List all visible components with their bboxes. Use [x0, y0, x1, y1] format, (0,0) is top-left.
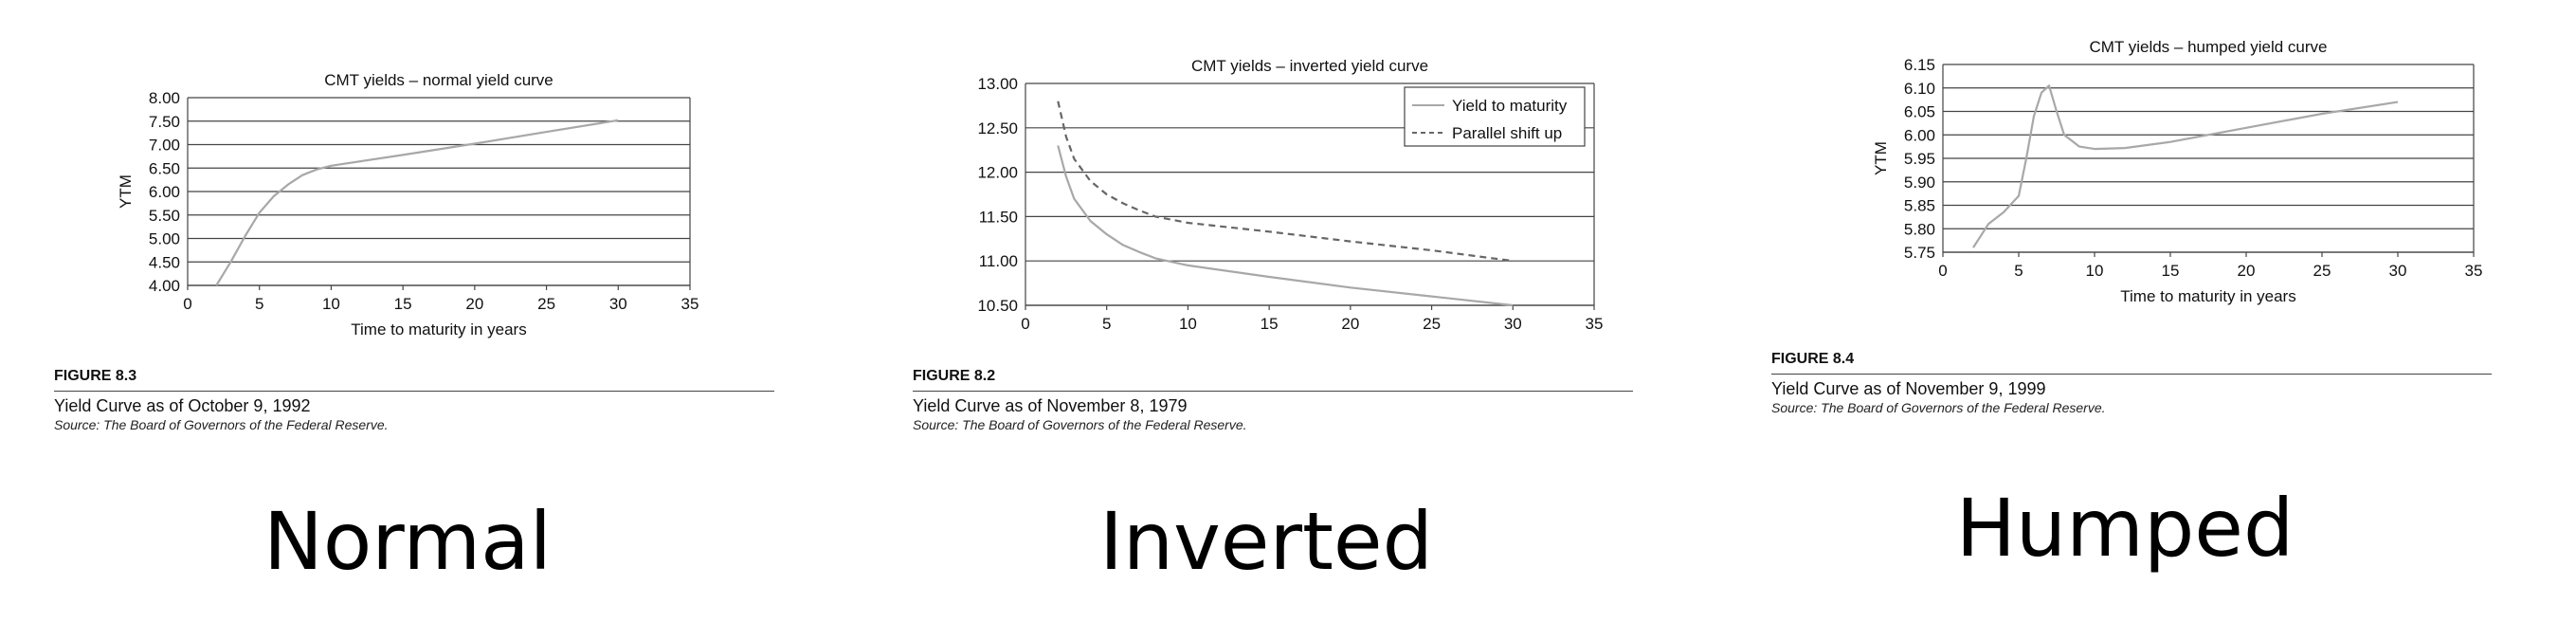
x-tick-label: 25 — [2313, 262, 2331, 280]
caption-rule — [913, 391, 1633, 392]
humped-yield-chart: 6.15 6.10 6.05 6.00 5.95 5.90 5.85 5.80 5.750 5 10… — [1872, 38, 2483, 305]
x-tick-label: 25 — [537, 295, 555, 313]
figure-source: Source: The Board of Governors of the Fe… — [54, 417, 389, 432]
x-tick-label: 30 — [1504, 315, 1522, 333]
chart-panel-humped: 6.15 6.10 6.05 6.00 5.95 5.90 5.85 5.80 5.75 0 5 10… — [1717, 0, 2576, 622]
y-tick-label: 12.00 — [977, 164, 1018, 182]
x-tick-label: 15 — [394, 295, 412, 313]
y-tick-label: 11.00 — [979, 252, 1018, 270]
legend-box — [1404, 86, 1586, 147]
y-tick-label: 5.00 — [149, 230, 180, 248]
x-tick-label: 35 — [681, 295, 699, 313]
y-tick-label: 12.50 — [977, 119, 1018, 137]
y-tick-label: 8.00 — [149, 89, 180, 107]
x-tick-label: 5 — [2014, 262, 2023, 280]
chart-panel-normal: 8.00 7.50 7.00 6.50 6.00 5.50 5.00 4.50 4.00 0 5 10… — [0, 0, 859, 622]
x-tick-label: 20 — [1341, 315, 1359, 333]
y-axis-label: YTM — [117, 174, 135, 209]
curve-type-label: Inverted — [1099, 495, 1433, 588]
x-tick-label: 0 — [1938, 262, 1947, 280]
y-tick-label: 5.75 — [1904, 244, 1935, 262]
legend-label: Yield to maturity — [1452, 97, 1568, 115]
chart-title: CMT yields – normal yield curve — [324, 71, 553, 89]
series-line — [1972, 84, 2399, 248]
x-tick-label: 10 — [2086, 262, 2104, 280]
y-tick-label: 11.50 — [979, 208, 1018, 226]
x-tick-label: 20 — [465, 295, 483, 313]
series-line — [1057, 101, 1514, 263]
chart-panel-inverted: 13.00 12.50 12.00 11.50 11.00 10.50 0 5 10 15 20 25… — [859, 0, 1717, 622]
inverted-yield-chart: 13.00 12.50 12.00 11.50 11.00 10.500 5 10 15 20 25… — [977, 57, 1604, 333]
chart-title: CMT yields – humped yield curve — [2089, 38, 2327, 56]
y-tick-label: 4.00 — [149, 277, 180, 295]
x-tick-label: 10 — [322, 295, 340, 313]
x-tick-label: 30 — [609, 295, 627, 313]
y-tick-label: 6.05 — [1904, 103, 1935, 121]
y-tick-label: 13.00 — [977, 75, 1018, 93]
y-tick-label: 5.90 — [1904, 174, 1935, 192]
x-tick-label: 20 — [2238, 262, 2256, 280]
figure-source: Source: The Board of Governors of the Fe… — [913, 417, 1247, 432]
figure-caption: Yield Curve as of November 8, 1979 — [913, 396, 1188, 415]
y-tick-label: 4.50 — [149, 253, 180, 271]
figure-source: Source: The Board of Governors of the Fe… — [1771, 400, 2106, 415]
figure-caption: Yield Curve as of November 9, 1999 — [1771, 379, 2046, 398]
figure-label: FIGURE 8.3 — [54, 368, 137, 384]
legend-label: Parallel shift up — [1452, 124, 1562, 142]
y-tick-label: 5.95 — [1904, 150, 1935, 168]
y-axis-label: YTM — [1872, 141, 1890, 175]
x-tick-label: 0 — [183, 295, 191, 313]
figure-label: FIGURE 8.4 — [1771, 351, 1855, 367]
y-tick-label: 10.50 — [977, 297, 1018, 315]
x-tick-label: 5 — [1102, 315, 1111, 333]
y-tick-label: 6.50 — [149, 159, 180, 177]
x-tick-label: 5 — [255, 295, 263, 313]
caption-rule — [54, 391, 774, 392]
curve-type-label: Humped — [1955, 482, 2295, 575]
x-tick-label: 0 — [1021, 315, 1029, 333]
x-axis-label: Time to maturity in years — [351, 320, 526, 338]
y-tick-label: 5.50 — [149, 207, 180, 225]
series-line — [1057, 145, 1514, 307]
x-tick-label: 15 — [2162, 262, 2180, 280]
y-tick-label: 6.00 — [1904, 126, 1935, 144]
y-tick-label: 6.15 — [1904, 56, 1935, 74]
y-tick-label: 5.85 — [1904, 197, 1935, 215]
y-tick-label: 6.10 — [1904, 80, 1935, 98]
y-tick-label: 6.00 — [149, 183, 180, 201]
x-tick-label: 35 — [2465, 262, 2483, 280]
y-tick-label: 7.50 — [149, 113, 180, 131]
caption-rule — [1771, 374, 2492, 375]
chart-title: CMT yields – inverted yield curve — [1191, 57, 1428, 75]
x-tick-label: 15 — [1261, 315, 1279, 333]
x-tick-label: 35 — [1586, 315, 1604, 333]
x-tick-label: 25 — [1423, 315, 1441, 333]
normal-yield-chart: 8.00 7.50 7.00 6.50 6.00 5.50 5.00 4.50 4.000 5 10… — [117, 71, 699, 338]
series-line — [215, 119, 619, 286]
curve-type-label: Normal — [263, 495, 552, 588]
y-tick-label: 5.80 — [1904, 220, 1935, 238]
x-axis-label: Time to maturity in years — [2120, 287, 2295, 305]
y-tick-label: 7.00 — [149, 137, 180, 155]
figure-label: FIGURE 8.2 — [913, 368, 996, 384]
x-tick-label: 30 — [2389, 262, 2407, 280]
figure-caption: Yield Curve as of October 9, 1992 — [54, 396, 311, 415]
x-tick-label: 10 — [1179, 315, 1197, 333]
